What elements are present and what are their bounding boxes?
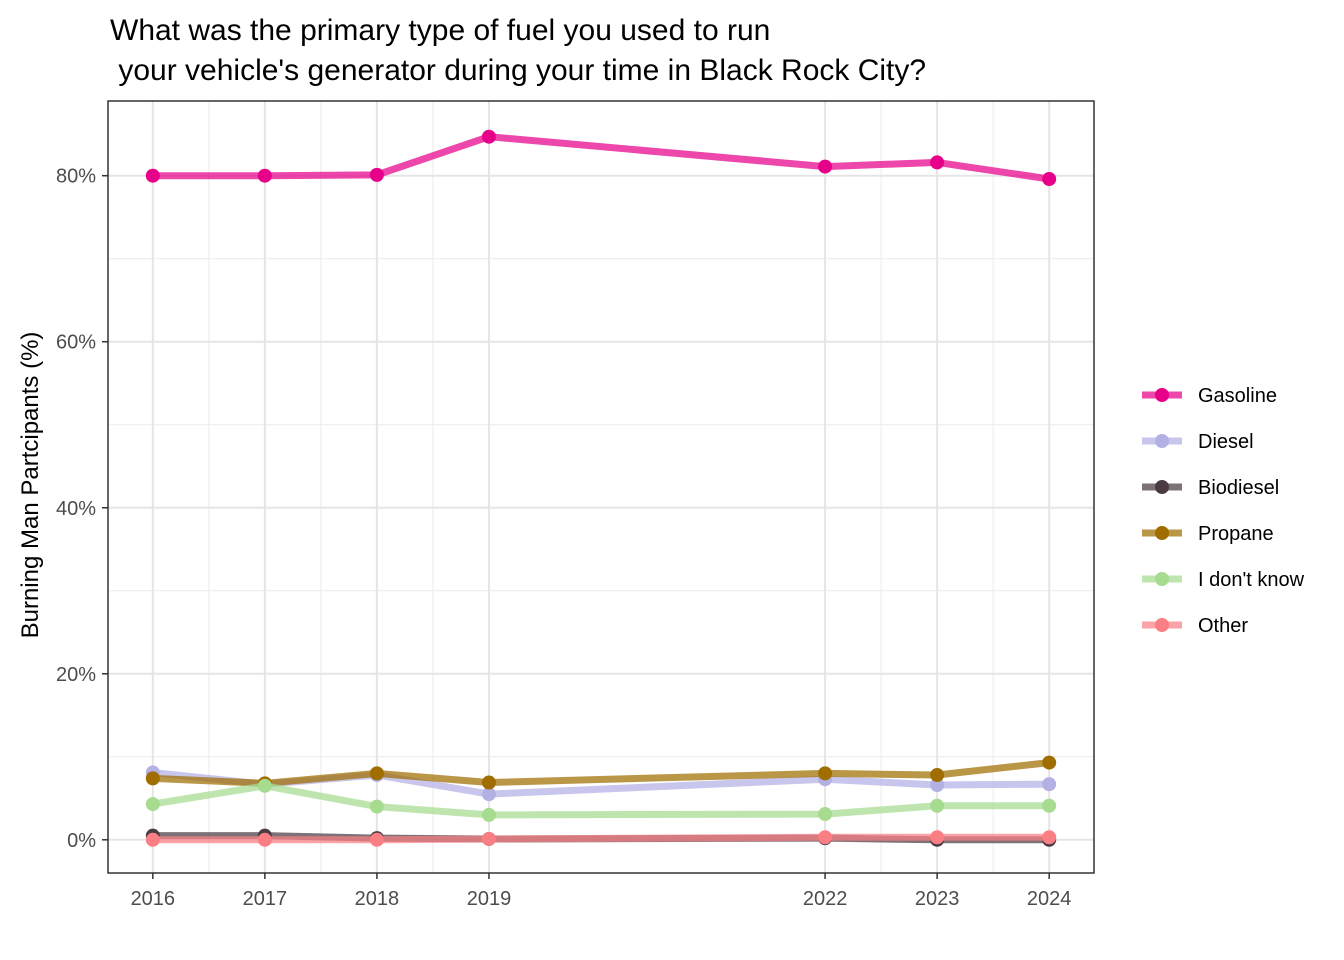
y-axis: 0% 20% 40% 60% 80%	[56, 166, 108, 852]
legend-item: Biodiesel	[1142, 477, 1279, 499]
data-point	[369, 799, 384, 814]
y-tick-label: 60%	[56, 332, 96, 354]
data-point	[1042, 777, 1057, 792]
legend-label: Diesel	[1198, 431, 1254, 453]
legend-label: Other	[1198, 615, 1248, 637]
x-tick-label: 2024	[1027, 888, 1072, 910]
series-line	[152, 133, 1050, 183]
data-point	[481, 129, 496, 144]
legend-item: I don't know	[1142, 569, 1305, 591]
chart-title-line-2: your vehicle's generator during your tim…	[110, 54, 926, 87]
x-axis: 2016 2017 2018 2019 2022 2023 2024	[131, 873, 1072, 910]
legend-key-point	[1155, 526, 1169, 540]
legend: Gasoline Diesel Biodiesel Propane I don't kn…	[1142, 385, 1305, 637]
chart-title-line-1: What was the primary type of fuel you us…	[110, 14, 770, 47]
y-tick-label: 80%	[56, 166, 96, 188]
data-point	[145, 771, 160, 786]
data-point	[369, 167, 384, 182]
x-tick-label: 2017	[243, 888, 288, 910]
legend-key-point	[1155, 618, 1169, 632]
series-gasoline	[145, 129, 1057, 187]
x-tick-label: 2022	[803, 888, 848, 910]
data-point	[369, 766, 384, 781]
x-tick-label: 2023	[915, 888, 960, 910]
grid-lines	[108, 101, 1094, 873]
data-point	[930, 778, 945, 793]
series-line	[152, 833, 1050, 844]
data-point	[930, 798, 945, 813]
plot-panel-border	[107, 100, 1095, 874]
data-point	[481, 775, 496, 790]
x-tick-label: 2018	[355, 888, 400, 910]
y-tick-label: 0%	[67, 830, 96, 852]
data-point	[257, 168, 272, 183]
legend-item: Propane	[1142, 523, 1274, 545]
legend-label: I don't know	[1198, 569, 1305, 591]
legend-label: Propane	[1198, 523, 1274, 545]
x-tick-label: 2016	[131, 888, 176, 910]
legend-key-point	[1155, 388, 1169, 402]
data-point	[481, 831, 496, 846]
series-other	[145, 830, 1057, 847]
series-group	[145, 129, 1057, 847]
legend-key-point	[1155, 572, 1169, 586]
y-tick-label: 20%	[56, 664, 96, 686]
x-tick-label: 2019	[467, 888, 512, 910]
data-point	[818, 159, 833, 174]
legend-key-point	[1155, 434, 1169, 448]
data-point	[369, 832, 384, 847]
data-point	[930, 830, 945, 845]
data-point	[481, 787, 496, 802]
data-point	[1042, 755, 1057, 770]
legend-item: Other	[1142, 615, 1248, 637]
data-point	[1042, 172, 1057, 187]
data-point	[481, 807, 496, 822]
data-point	[1042, 830, 1057, 845]
data-point	[257, 832, 272, 847]
data-point	[145, 832, 160, 847]
data-point	[818, 766, 833, 781]
data-point	[1042, 798, 1057, 813]
y-axis-label: Burning Man Partcipants (%)	[17, 332, 44, 639]
legend-label: Biodiesel	[1198, 477, 1279, 499]
legend-label: Gasoline	[1198, 385, 1277, 407]
legend-key-point	[1155, 480, 1169, 494]
data-point	[145, 168, 160, 183]
series-i-don-t-know	[145, 778, 1057, 822]
data-point	[818, 807, 833, 822]
legend-item: Diesel	[1142, 431, 1254, 453]
data-point	[930, 768, 945, 783]
data-point	[930, 155, 945, 170]
series-line	[152, 759, 1050, 787]
data-point	[257, 778, 272, 793]
data-point	[818, 830, 833, 845]
legend-item: Gasoline	[1142, 385, 1277, 407]
data-point	[145, 797, 160, 812]
y-tick-label: 40%	[56, 498, 96, 520]
